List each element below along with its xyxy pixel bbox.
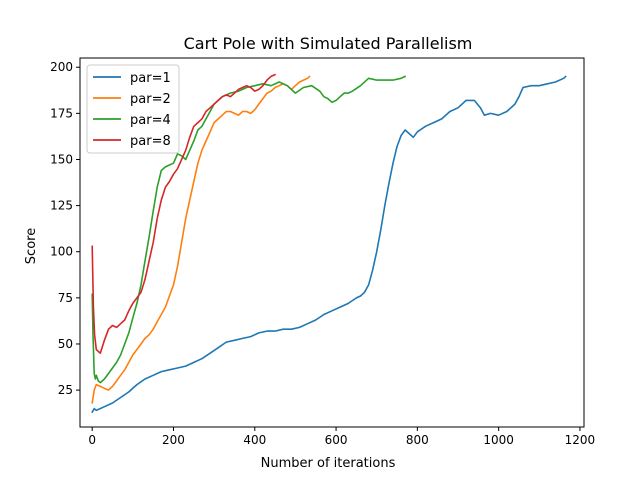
series-line-4 xyxy=(91,73,276,355)
y-tick-label-150: 150 xyxy=(50,152,73,166)
y-tick-label-25: 25 xyxy=(58,383,73,397)
legend-label-3: par=4 xyxy=(130,113,171,128)
legend-box xyxy=(86,64,180,154)
legend-label-1: par=1 xyxy=(130,71,171,86)
series-line-2 xyxy=(91,75,311,404)
x-tick-label-200: 200 xyxy=(162,433,185,447)
plot-area: 0 200 400 600 800 1000 1200 25 50 75 100 125 150 175 2… xyxy=(50,57,596,447)
x-tick-label-0: 0 xyxy=(88,433,96,447)
series-line-3 xyxy=(91,75,407,384)
x-tick-label-800: 800 xyxy=(406,433,429,447)
plot-frame xyxy=(79,57,585,428)
x-tick-label-1000: 1000 xyxy=(483,433,514,447)
x-tick-label-600: 600 xyxy=(325,433,348,447)
series-line-1 xyxy=(91,75,567,414)
y-tick-label-175: 175 xyxy=(50,106,73,120)
y-tick-label-50: 50 xyxy=(58,337,73,351)
y-tick-label-125: 125 xyxy=(50,199,73,213)
x-tick-label-400: 400 xyxy=(243,433,266,447)
chart-title: Cart Pole with Simulated Parallelism xyxy=(184,34,473,53)
y-tick-label-100: 100 xyxy=(50,245,73,259)
y-axis-label: Score xyxy=(24,228,39,264)
legend: par=1 par=2 par=4 par=8 xyxy=(86,64,180,154)
x-axis-label: Number of iterations xyxy=(261,456,396,471)
legend-label-4: par=8 xyxy=(130,134,171,149)
legend-label-2: par=2 xyxy=(130,92,171,107)
y-tick-label-75: 75 xyxy=(58,291,73,305)
y-tick-label-200: 200 xyxy=(50,60,73,74)
x-tick-label-1200: 1200 xyxy=(565,433,596,447)
